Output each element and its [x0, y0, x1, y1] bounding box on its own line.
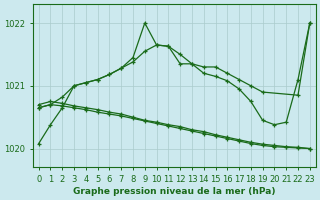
X-axis label: Graphe pression niveau de la mer (hPa): Graphe pression niveau de la mer (hPa)	[73, 187, 276, 196]
